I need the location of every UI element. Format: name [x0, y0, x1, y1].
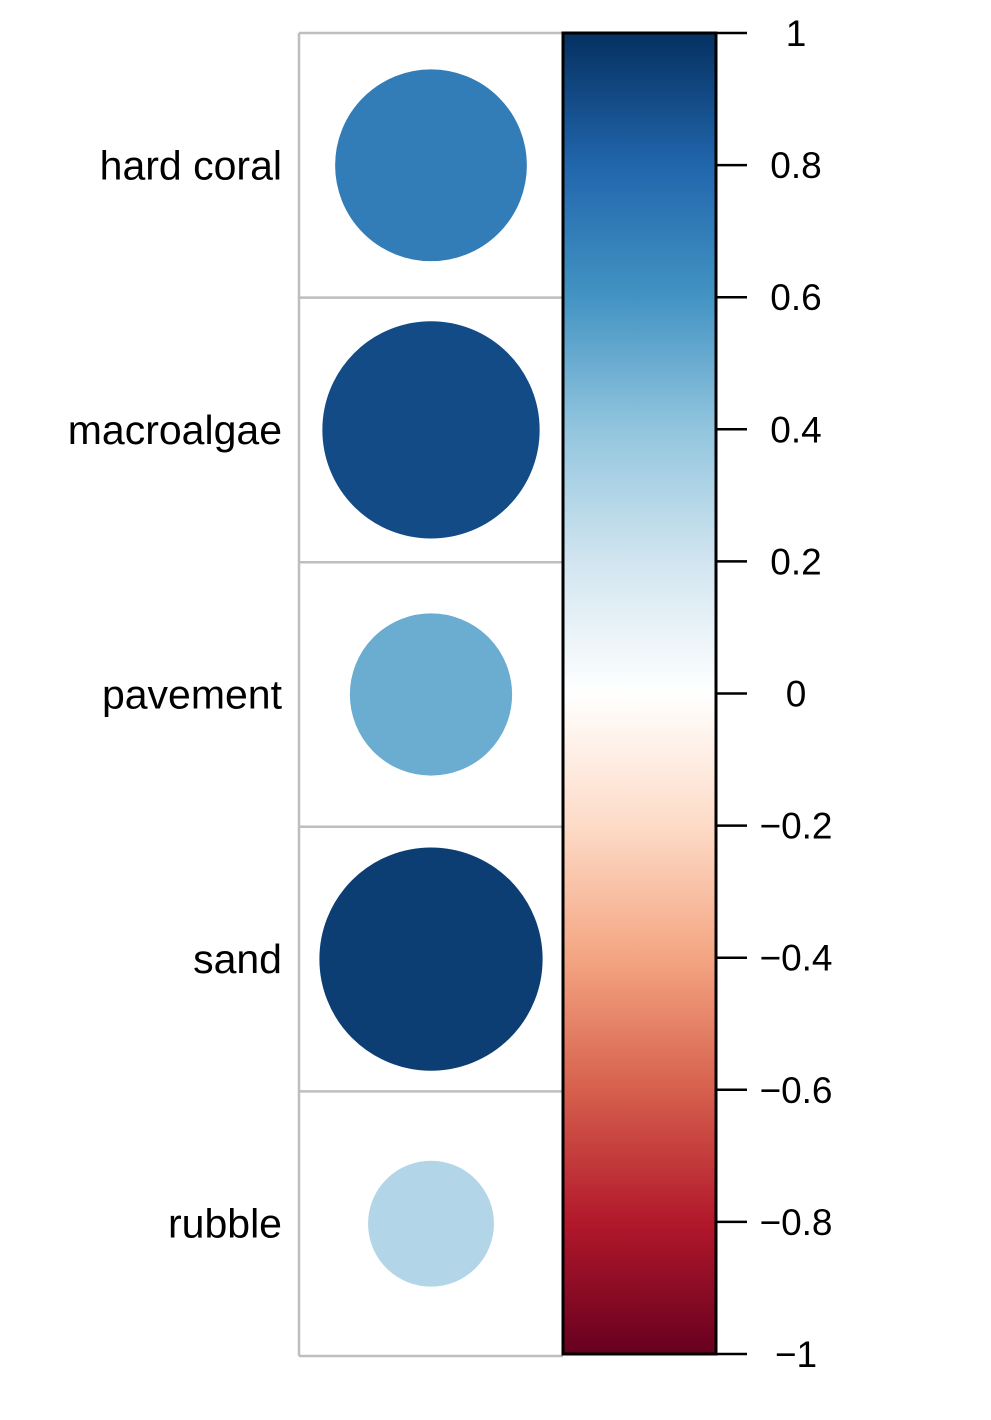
colorbar-tick-label: −0.2: [759, 806, 832, 847]
colorbar-tick-label: 0.4: [770, 409, 821, 450]
correlation-circle: [322, 321, 540, 539]
row-label: pavement: [102, 672, 283, 718]
colorbar-tick-label: 0: [786, 674, 807, 715]
row-label: hard coral: [100, 142, 282, 188]
colorbar-tick-label: 1: [786, 13, 807, 54]
row-label: sand: [193, 936, 282, 982]
correlation-circle: [368, 1160, 494, 1287]
row-label: macroalgae: [68, 407, 282, 453]
colorbar-tick-label: −0.6: [759, 1070, 832, 1111]
correlation-circle: [335, 69, 527, 262]
colorbar-tick-label: 0.8: [770, 145, 821, 186]
colorbar-tick-label: 0.2: [770, 541, 821, 582]
colorbar-tick-label: −1: [775, 1334, 817, 1375]
colorbar-gradient: [561, 31, 718, 1356]
colorbar-tick-label: −0.4: [759, 938, 832, 979]
grid: [297, 31, 563, 1358]
row-labels: hard coral macroalgae pavement sand rubble: [68, 142, 283, 1246]
row-label: rubble: [168, 1201, 282, 1247]
colorbar-tick-label: −0.8: [759, 1202, 832, 1243]
colorbar: 1 0.8 0.6 0.4 0.2 0 −0.2 −0.4 −0.6 −0.8 −1: [561, 13, 833, 1375]
correlation-circle: [319, 847, 543, 1071]
correlation-circle: [349, 613, 513, 776]
circle-markers: [319, 69, 543, 1287]
colorbar-tick-label: 0.6: [770, 277, 821, 318]
